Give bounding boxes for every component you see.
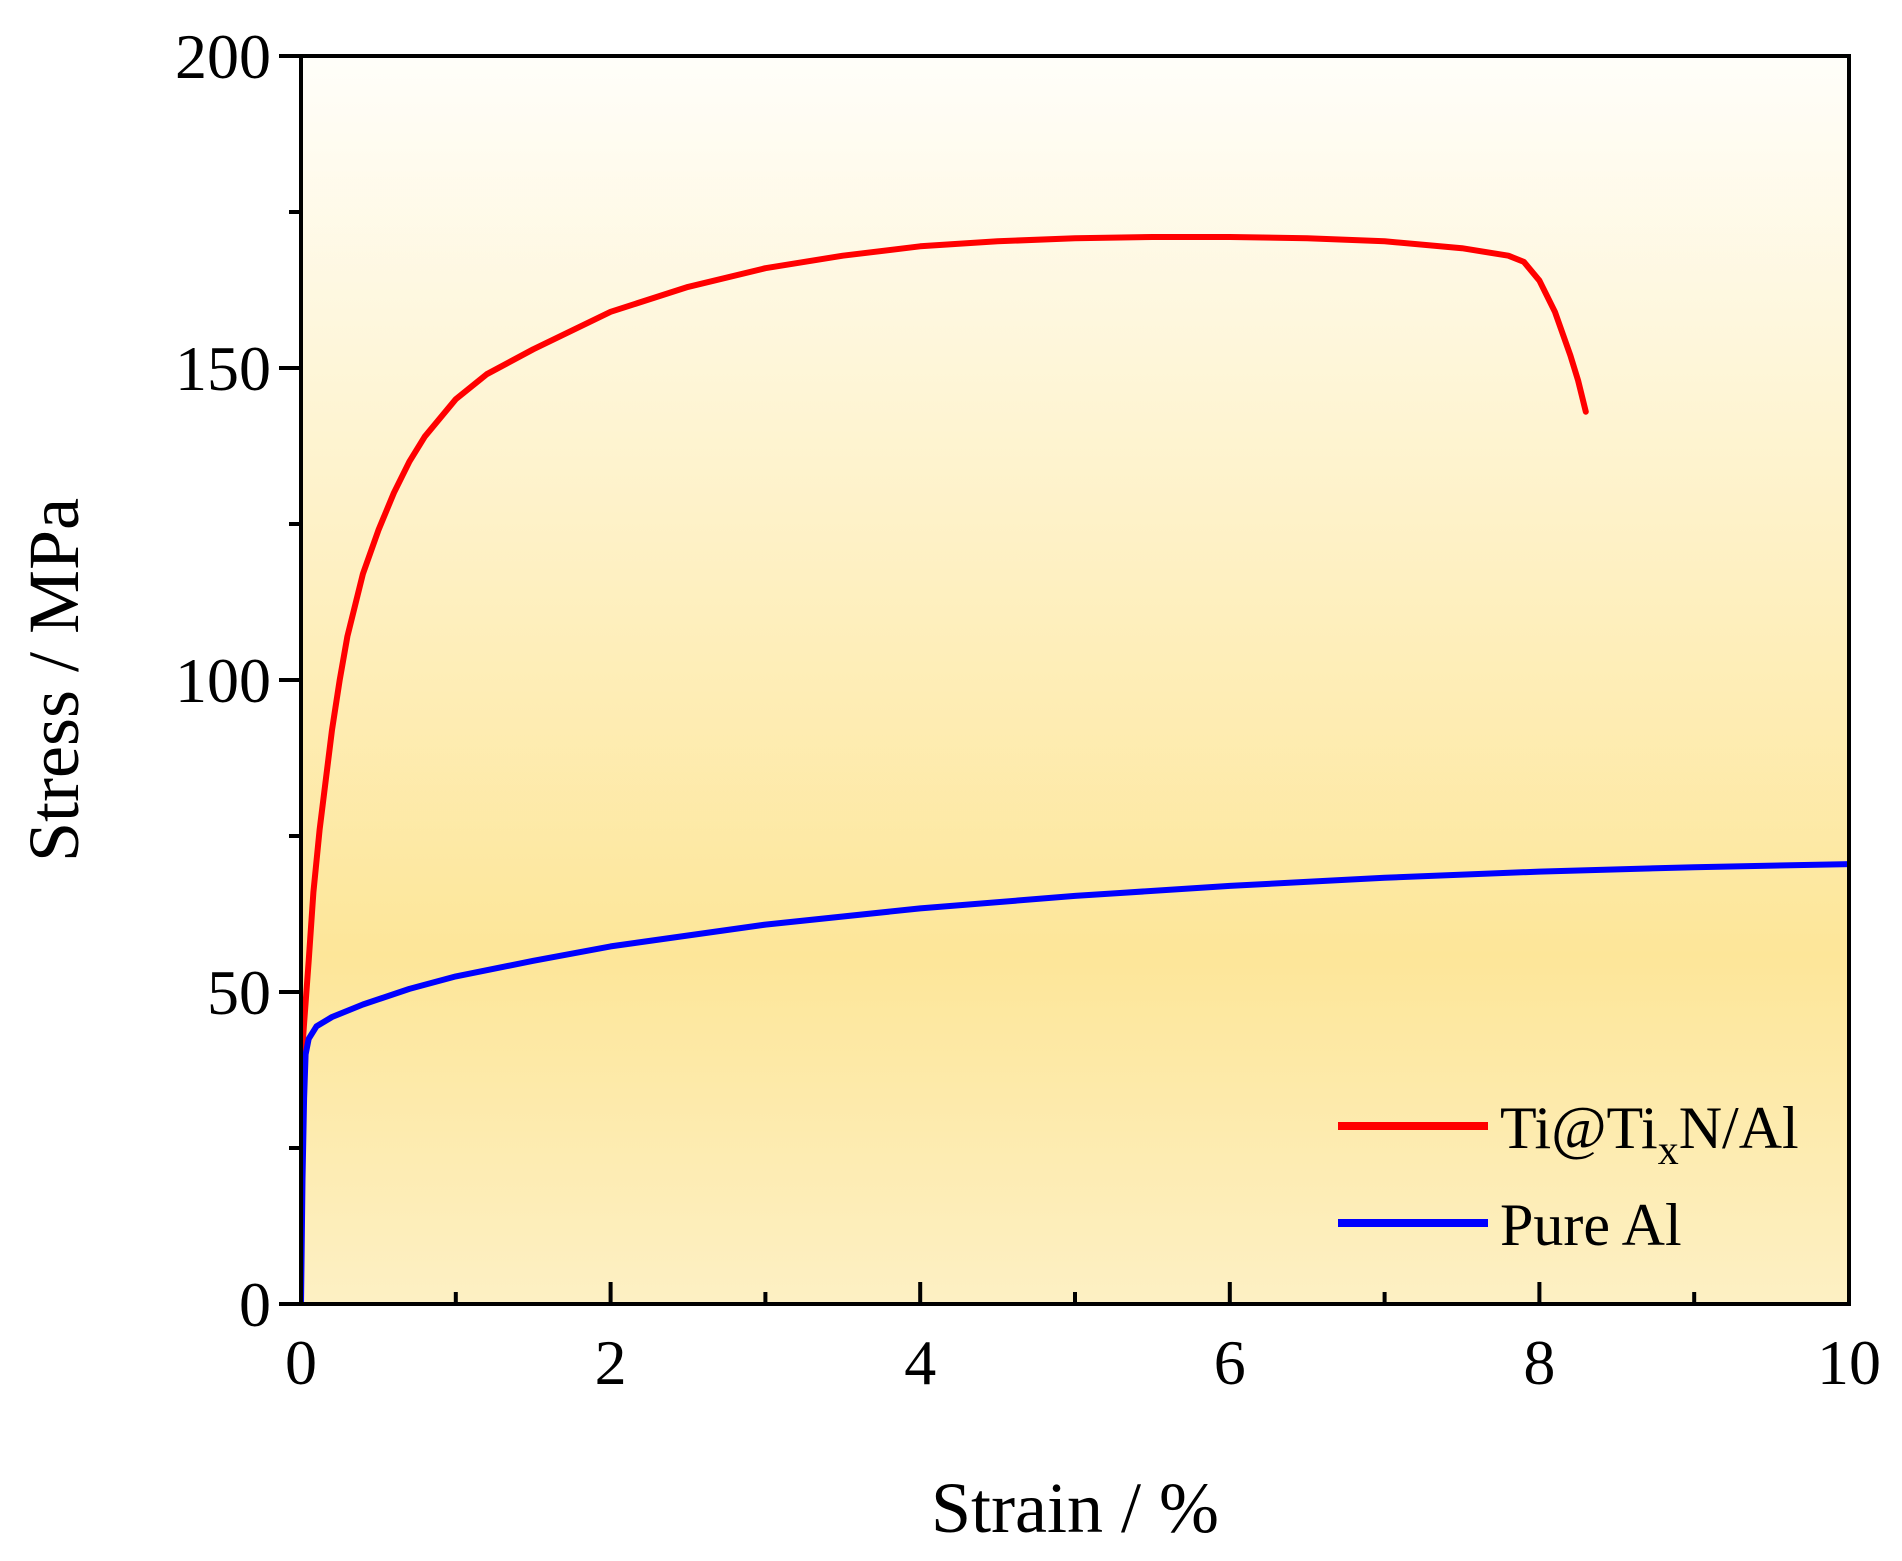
series-line-ti-tixn-al (299, 234, 1589, 1070)
legend: Ti@TixN/Al Pure Al (1338, 1095, 1799, 1258)
series-line-pure-al (299, 861, 1851, 1306)
legend-label-subscript: x (1658, 1128, 1679, 1174)
y-tick-label: 100 (175, 645, 271, 716)
y-tick-label: 0 (239, 1269, 271, 1340)
y-tick-label: 50 (207, 957, 271, 1028)
plot-frame (299, 54, 1851, 1306)
y-tick-label: 200 (175, 21, 271, 92)
x-tick-label: 8 (1523, 1327, 1555, 1398)
legend-label-pure-al: Pure Al (1500, 1192, 1682, 1258)
x-tick-label: 4 (904, 1327, 936, 1398)
x-tick-label: 6 (1214, 1327, 1246, 1398)
x-tick-label: 0 (285, 1327, 317, 1398)
x-tick-label: 10 (1817, 1327, 1881, 1398)
x-tick-label: 2 (595, 1327, 627, 1398)
y-tick-label: 150 (175, 333, 271, 404)
plot-background (299, 54, 1851, 1306)
x-axis-title: Strain / % (931, 1468, 1219, 1548)
y-axis-title: Stress / MPa (14, 498, 94, 862)
legend-label-ti-tixn-al: Ti@TixN/Al (1500, 1095, 1799, 1174)
series-layer (299, 234, 1851, 1306)
